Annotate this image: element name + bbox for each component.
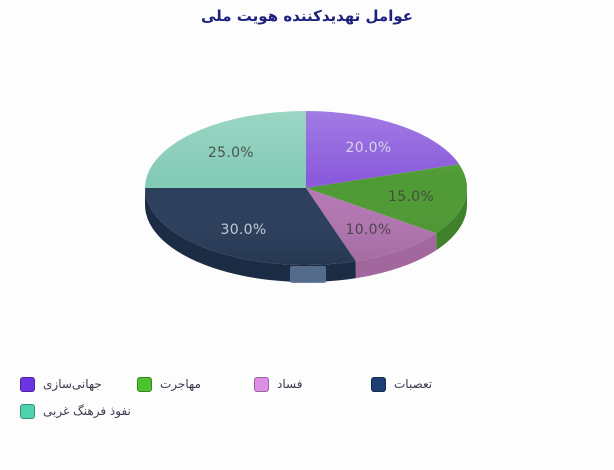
legend-item-2[interactable]: فساد [254,374,371,394]
legend-label: تعصبات [394,377,433,391]
legend-label: مهاجرت [160,377,201,391]
pie-value-labels: 20.0% 15.0% 10.0% 30.0% 25.0% [208,140,434,238]
chart-legend: جهانی‌سازی مهاجرت فساد تعصبات نفوذ فرهنگ غرب… [20,374,512,421]
legend-swatch-icon [20,376,35,392]
pie-slice-label-2: 10.0% [346,222,392,238]
pie-slice-label-3: 30.0% [221,222,267,238]
legend-item-3[interactable]: تعصبات [371,374,488,394]
watermark-artifact [290,266,326,283]
legend-label: نفوذ فرهنگ غربی [43,404,131,418]
chart-title: عوامل تهدیدکننده هویت ملی [200,7,414,25]
legend-label: جهانی‌سازی [43,377,102,391]
legend-swatch-icon [254,376,269,392]
legend-label: فساد [277,377,303,391]
legend-item-1[interactable]: مهاجرت [137,374,254,394]
legend-swatch-icon [371,376,386,392]
pie-slice-label-4: 25.0% [208,145,254,161]
legend-swatch-icon [137,376,152,392]
pie-slice-label-0: 20.0% [346,140,392,156]
pie-slice-label-1: 15.0% [388,189,434,205]
legend-item-4[interactable]: نفوذ فرهنگ غربی [20,401,137,421]
legend-item-0[interactable]: جهانی‌سازی [20,374,137,394]
legend-swatch-icon [20,403,35,419]
